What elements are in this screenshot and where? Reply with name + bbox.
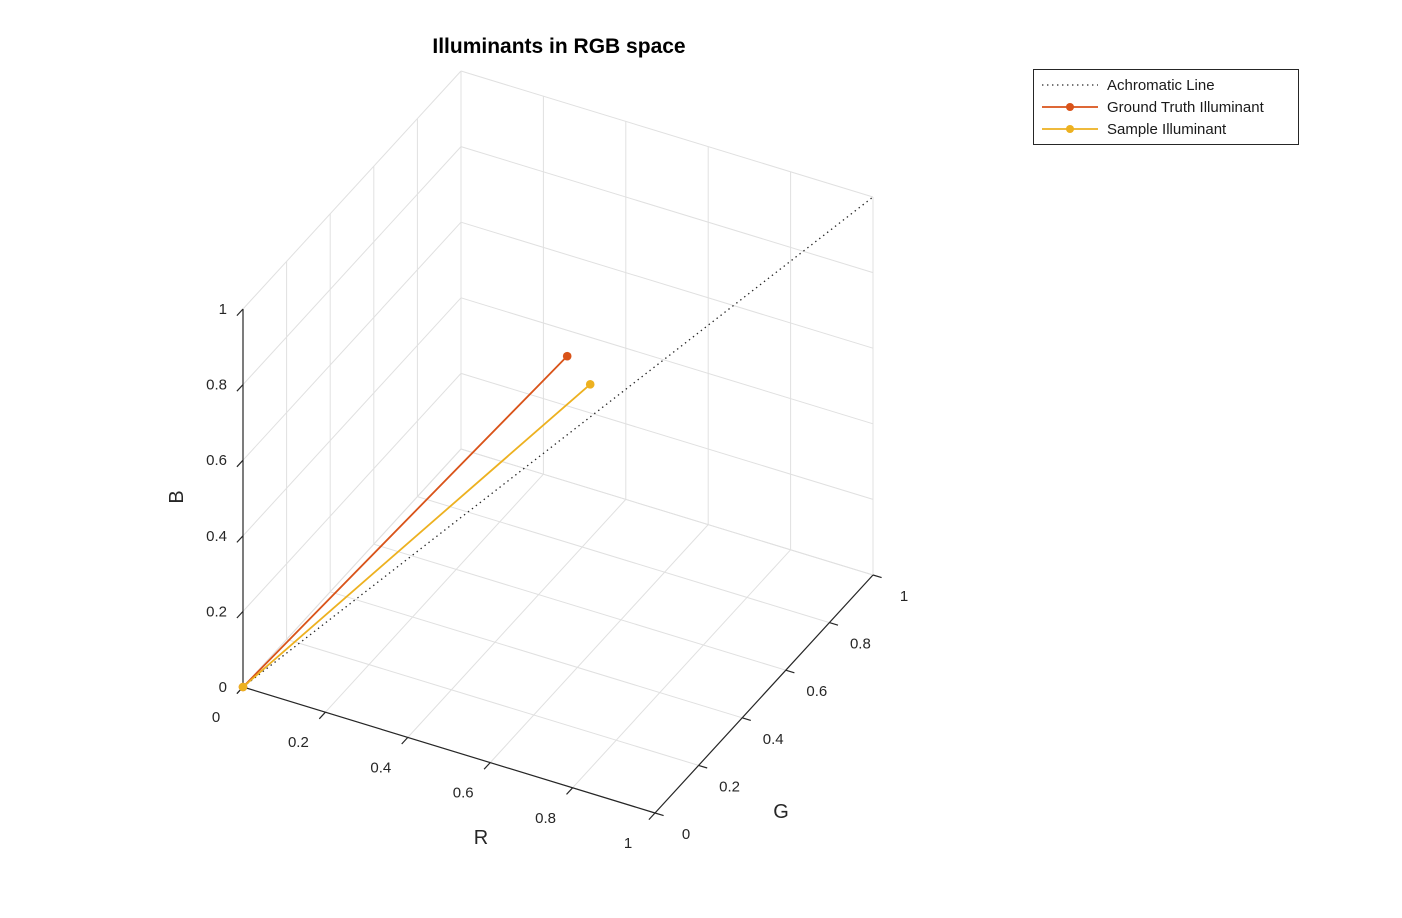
legend-line-sample (1042, 84, 1098, 86)
chart-title: Illuminants in RGB space (432, 35, 686, 58)
tick-label-g: 0.4 (763, 731, 784, 748)
axis-label-b: B (166, 490, 188, 503)
grid-line (407, 499, 627, 738)
tick-g (698, 764, 708, 769)
grid-line (242, 221, 462, 461)
tick-g (872, 574, 882, 579)
tick-label-b: 0.2 (206, 603, 227, 620)
legend-marker (1066, 103, 1074, 111)
tick-label-g: 0.6 (806, 683, 827, 700)
legend-item: Sample Illuminant (1041, 118, 1298, 140)
legend-label: Sample Illuminant (1107, 120, 1227, 138)
tick-g (785, 669, 795, 674)
axis-line-r (242, 686, 656, 814)
series-marker-sample-illuminant (585, 380, 595, 389)
tick-r (566, 787, 574, 795)
series-line-ground-truth-illuminant (242, 355, 568, 688)
axis-line-g (654, 574, 874, 814)
axis-label-r: R (474, 827, 488, 849)
tick-label-r: 0.2 (288, 734, 309, 751)
legend: Achromatic Line Ground Truth Illuminant Sa… (1033, 69, 1299, 145)
series-line-achromatic-line (242, 196, 874, 688)
tick-label-r: 0 (212, 709, 220, 726)
tick-label-g: 0.2 (719, 778, 740, 795)
grid-line (325, 473, 544, 713)
grid-line (242, 448, 462, 688)
tick-label-b: 0 (219, 679, 227, 696)
tick-label-g: 1 (900, 588, 908, 605)
grid-line (373, 543, 786, 671)
legend-label: Achromatic Line (1107, 76, 1215, 94)
tick-g (654, 812, 664, 817)
series-marker-sample-illuminant (238, 682, 248, 692)
legend-line-sample (1042, 103, 1098, 111)
legend-marker (1066, 125, 1074, 133)
tick-label-r: 0.4 (370, 759, 391, 776)
series-line-sample-illuminant (242, 383, 591, 688)
grid-line (460, 146, 874, 274)
tick-r (318, 711, 326, 720)
tick-label-r: 0.6 (453, 785, 474, 802)
grid-line (460, 372, 874, 500)
tick-b (236, 535, 244, 543)
legend-item: Ground Truth Illuminant (1041, 96, 1298, 118)
legend-line-sample (1042, 125, 1098, 133)
tick-label-g: 0 (682, 826, 690, 843)
tick-label-r: 0.8 (535, 810, 556, 827)
grid-line (417, 496, 830, 624)
tick-g (829, 622, 839, 626)
axis-label-g: G (773, 801, 789, 823)
tick-b (236, 459, 244, 468)
tick-label-b: 1 (219, 301, 227, 318)
grid-line (242, 373, 462, 612)
series-marker-ground-truth-illuminant (562, 351, 572, 361)
tick-label-b: 0.6 (206, 452, 227, 469)
tick-b (236, 308, 244, 317)
grid-line (242, 297, 462, 537)
tick-g (742, 717, 751, 721)
tick-label-b: 0.4 (206, 528, 227, 545)
grid-line (242, 70, 462, 310)
grid-line (460, 297, 874, 425)
tick-r (401, 736, 409, 745)
tick-r (648, 812, 656, 821)
grid-line (489, 524, 709, 763)
grid-line (330, 591, 743, 719)
grid-line (460, 221, 874, 349)
tick-label-b: 0.8 (206, 377, 227, 394)
legend-item: Achromatic Line (1041, 74, 1298, 96)
grid-line (286, 638, 699, 766)
tick-label-r: 1 (624, 835, 632, 852)
tick-b (236, 610, 244, 619)
grid-line (572, 549, 791, 789)
tick-b (236, 384, 244, 392)
grid-line (242, 146, 462, 385)
legend-label: Ground Truth Illuminant (1107, 98, 1264, 116)
grid-line (460, 70, 874, 198)
grid-line (460, 448, 874, 576)
tick-label-g: 0.8 (850, 636, 871, 653)
tick-r (483, 762, 491, 770)
